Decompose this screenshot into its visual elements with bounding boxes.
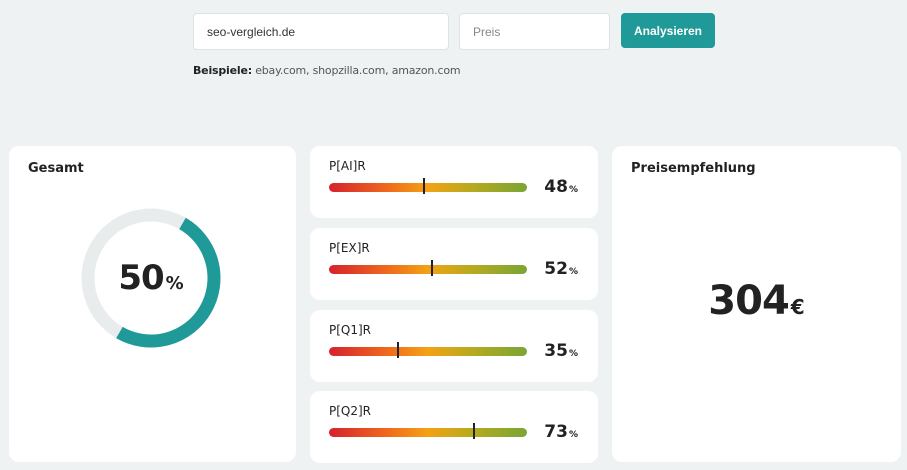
metric-value: 52% xyxy=(544,259,578,279)
donut-progress xyxy=(81,208,221,348)
price-currency: € xyxy=(790,295,805,319)
metric-value: 73% xyxy=(544,422,578,442)
metric-marker xyxy=(472,423,475,439)
total-unit: % xyxy=(165,272,184,294)
metric-name: P[EX]R xyxy=(329,241,370,255)
price-input[interactable] xyxy=(459,13,610,50)
metric-gradient-bar xyxy=(329,342,527,358)
metric-marker xyxy=(423,178,426,194)
metric-marker xyxy=(430,260,433,276)
analyze-button[interactable]: Analysieren xyxy=(621,13,715,48)
metric-unit: % xyxy=(568,185,578,195)
metric-card: P[EX]R 52% xyxy=(310,228,598,300)
metric-number: 35 xyxy=(544,341,568,361)
metric-card: P[AI]R 48% xyxy=(310,146,598,218)
price-title: Preisempfehlung xyxy=(631,161,756,176)
metric-unit: % xyxy=(568,430,578,440)
price-recommendation-card: Preisempfehlung 304 € xyxy=(612,146,901,462)
metric-gradient-bar xyxy=(329,423,527,439)
total-card: Gesamt 50 % xyxy=(9,146,296,462)
examples-list: ebay.com, shopzilla.com, amazon.com xyxy=(255,64,461,77)
examples-hint: Beispiele: ebay.com, shopzilla.com, amaz… xyxy=(193,64,461,77)
metric-name: P[Q2]R xyxy=(329,404,372,418)
total-title: Gesamt xyxy=(28,161,84,176)
metric-card: P[Q2]R 73% xyxy=(310,391,598,463)
metric-name: P[AI]R xyxy=(329,159,366,173)
total-value: 50 xyxy=(118,258,164,298)
metric-name: P[Q1]R xyxy=(329,323,372,337)
metric-unit: % xyxy=(568,267,578,277)
metric-unit: % xyxy=(568,349,578,359)
total-donut-chart xyxy=(81,208,221,348)
examples-label: Beispiele: xyxy=(193,64,252,77)
price-value: 304 xyxy=(708,278,789,324)
price-value-display: 304 € xyxy=(612,278,901,324)
metric-number: 48 xyxy=(544,177,568,197)
metric-number: 52 xyxy=(544,259,568,279)
total-score: 50 % xyxy=(81,208,221,348)
metric-marker xyxy=(397,342,400,358)
metric-value: 48% xyxy=(544,177,578,197)
domain-input[interactable] xyxy=(193,13,449,50)
metric-number: 73 xyxy=(544,422,568,442)
metric-gradient-bar xyxy=(329,260,527,276)
metric-card: P[Q1]R 35% xyxy=(310,310,598,382)
metric-gradient-bar xyxy=(329,178,527,194)
metric-value: 35% xyxy=(544,341,578,361)
